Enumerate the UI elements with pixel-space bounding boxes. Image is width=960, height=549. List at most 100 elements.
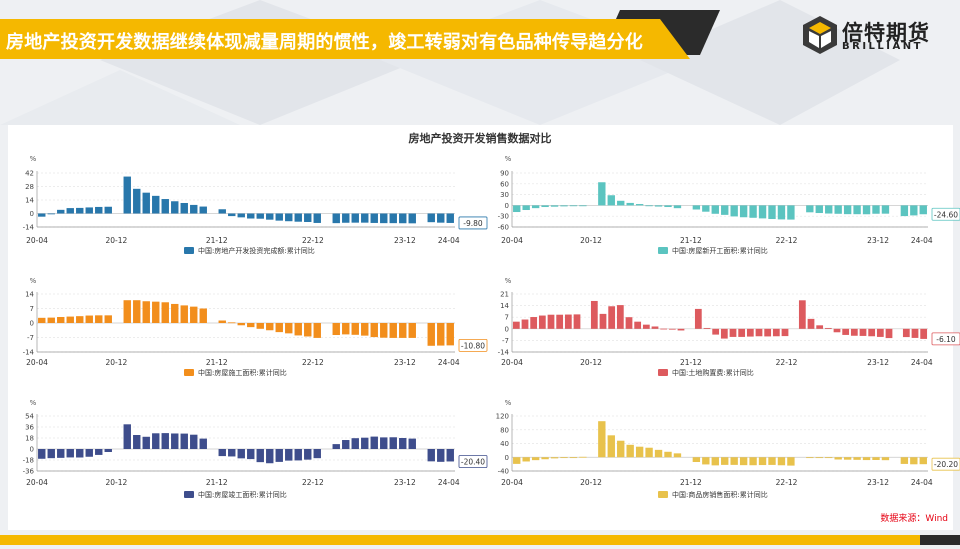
bar [522, 457, 530, 462]
bar [625, 317, 633, 329]
x-tick-label: 23-12 [867, 478, 889, 487]
bar [342, 213, 350, 223]
bar [531, 205, 540, 209]
bar [806, 457, 814, 459]
bar [351, 438, 359, 449]
bar [876, 328, 884, 337]
bar [569, 457, 578, 459]
bar [123, 176, 131, 214]
x-tick-label: 23-12 [394, 478, 416, 487]
bar [152, 301, 160, 323]
bar [104, 206, 112, 214]
y-unit-label: % [30, 399, 37, 407]
bar [313, 449, 321, 459]
y-tick-label: -14 [23, 349, 35, 357]
value-callout-box [931, 457, 960, 471]
bar [834, 457, 842, 460]
x-tick-label: 21-12 [680, 478, 702, 487]
bar [598, 182, 606, 206]
bar [294, 323, 302, 336]
bar [703, 327, 711, 329]
bar [275, 213, 283, 221]
bar [171, 433, 179, 449]
x-tick-label: 21-12 [680, 236, 702, 245]
x-tick-label: 23-12 [867, 236, 889, 245]
bar [573, 314, 581, 329]
bar [806, 205, 814, 213]
bar [285, 449, 293, 461]
legend-swatch [184, 491, 194, 498]
bar [772, 328, 780, 337]
bar [642, 324, 650, 329]
bar [199, 308, 207, 323]
bar [285, 323, 293, 334]
legend-label: 中国:土地购置费:累计同比 [672, 368, 754, 377]
bar [900, 205, 909, 217]
y-tick-label: -7 [502, 337, 509, 345]
bar [237, 323, 245, 326]
bar [843, 205, 852, 215]
data-source: 数据来源：Wind [880, 514, 948, 524]
x-tick-label: 20-12 [580, 236, 602, 245]
bar [76, 316, 84, 323]
bar [247, 213, 255, 219]
bar [399, 438, 407, 449]
bar [218, 209, 226, 214]
bar [787, 457, 795, 466]
bar [437, 213, 445, 223]
bar [513, 457, 521, 464]
bar [521, 319, 529, 329]
bar [370, 323, 378, 338]
bar [522, 205, 530, 211]
y-tick-label: 14 [25, 197, 34, 205]
y-tick-label: 7 [505, 314, 509, 322]
bar [807, 318, 815, 329]
bar [777, 205, 786, 220]
value-callout-box [458, 216, 488, 230]
y-tick-label: 60 [500, 180, 509, 188]
chart-title: 房地产投资开发销售数据对比 [408, 132, 552, 145]
bar [677, 328, 685, 331]
bar [247, 323, 255, 328]
x-tick-label: 20-12 [580, 358, 602, 367]
bar [749, 205, 757, 218]
value-callout-box [931, 207, 960, 221]
bar [266, 449, 274, 464]
bar [768, 205, 776, 220]
bar [842, 328, 850, 335]
y-tick-label: -40 [498, 468, 509, 476]
bar [38, 317, 46, 323]
bar [351, 213, 359, 223]
bar [550, 205, 559, 207]
bar [919, 457, 927, 465]
bar [332, 213, 340, 224]
bar [266, 213, 274, 220]
legend-swatch [658, 247, 668, 254]
y-tick-label: -14 [23, 224, 35, 232]
bar [66, 316, 74, 323]
bar [285, 213, 293, 222]
x-tick-label: 24-04 [911, 236, 933, 245]
bar [815, 457, 823, 459]
bar [885, 328, 893, 339]
bar [142, 192, 150, 214]
x-tick-label: 20-12 [106, 478, 128, 487]
bar [294, 213, 302, 222]
bar [859, 328, 867, 336]
bar [104, 449, 112, 452]
bar [275, 449, 283, 462]
bar [294, 449, 302, 461]
bar [66, 208, 74, 214]
bar [228, 322, 236, 324]
bar [781, 328, 789, 337]
bar [720, 328, 728, 339]
x-tick-label: 23-12 [394, 236, 416, 245]
brilliant-logo-icon [803, 16, 837, 54]
bar [739, 205, 748, 218]
bar [256, 213, 264, 219]
y-tick-label: 14 [25, 291, 34, 299]
y-tick-label: 40 [500, 440, 509, 448]
bar [824, 327, 832, 329]
bar [755, 328, 763, 337]
bar [881, 205, 890, 214]
